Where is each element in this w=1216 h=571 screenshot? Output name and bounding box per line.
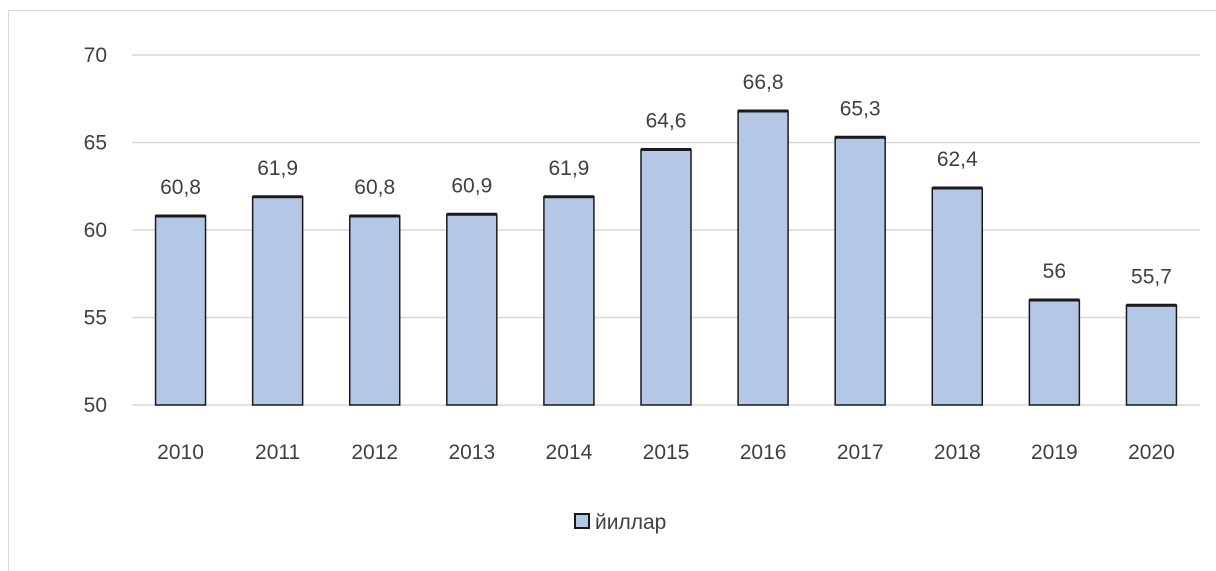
x-tick-label: 2013: [448, 441, 495, 464]
bar-2014: [543, 196, 595, 406]
x-tick-label: 2016: [740, 441, 787, 464]
legend: йиллар: [574, 511, 666, 534]
data-label-2013: 60,9: [451, 174, 492, 197]
x-tick-label: 2010: [157, 441, 204, 464]
legend-swatch: [574, 513, 590, 529]
bar-2011: [251, 196, 304, 406]
y-tick-label: 65: [84, 132, 107, 155]
y-tick-label: 50: [84, 394, 107, 417]
data-label-2010: 60,8: [160, 176, 201, 199]
x-tick-label: 2012: [351, 441, 398, 464]
data-label-2019: 56: [1043, 260, 1066, 283]
y-axis: 50 55 60 65 70: [84, 44, 107, 417]
x-tick-label: 2014: [546, 441, 593, 464]
bar-2018: [931, 187, 984, 406]
bar-2012: [348, 215, 401, 406]
x-tick-label: 2015: [643, 441, 690, 464]
x-tick-label: 2020: [1128, 441, 1175, 464]
data-label-2012: 60,8: [354, 176, 395, 199]
x-tick-label: 2017: [837, 441, 884, 464]
bar-2019: [1028, 299, 1081, 406]
bar-2010: [154, 215, 207, 406]
y-tick-label: 70: [84, 44, 107, 67]
y-tick-label: 60: [84, 219, 107, 242]
data-label-2015: 64,6: [646, 110, 687, 133]
data-label-2016: 66,8: [743, 71, 784, 94]
data-label-2011: 61,9: [257, 157, 298, 180]
x-tick-label: 2018: [934, 441, 981, 464]
data-label-2018: 62,4: [937, 148, 978, 171]
bar-series: [154, 109, 1178, 406]
data-label-2017: 65,3: [840, 97, 881, 120]
y-tick-label: 55: [84, 307, 107, 330]
data-label-2014: 61,9: [548, 157, 589, 180]
bar-2020: [1125, 304, 1178, 406]
x-tick-label: 2019: [1031, 441, 1078, 464]
data-labels: 60,8 61,9 60,8 60,9 61,9 64,6 66,8 65,3 62,4 56 55…: [160, 71, 1172, 288]
bar-2015: [640, 148, 692, 406]
data-label-2020: 55,7: [1131, 265, 1172, 288]
bar-2013: [446, 213, 498, 406]
x-tick-label: 2011: [255, 441, 300, 464]
bar-2016: [737, 110, 789, 406]
legend-label: йиллар: [595, 511, 666, 534]
chart-frame: [8, 10, 1216, 571]
x-axis: 2010 2011 2012 2013 2014 2015 2016 2017 2018 2019…: [157, 441, 1175, 464]
bar-2017: [834, 136, 886, 406]
